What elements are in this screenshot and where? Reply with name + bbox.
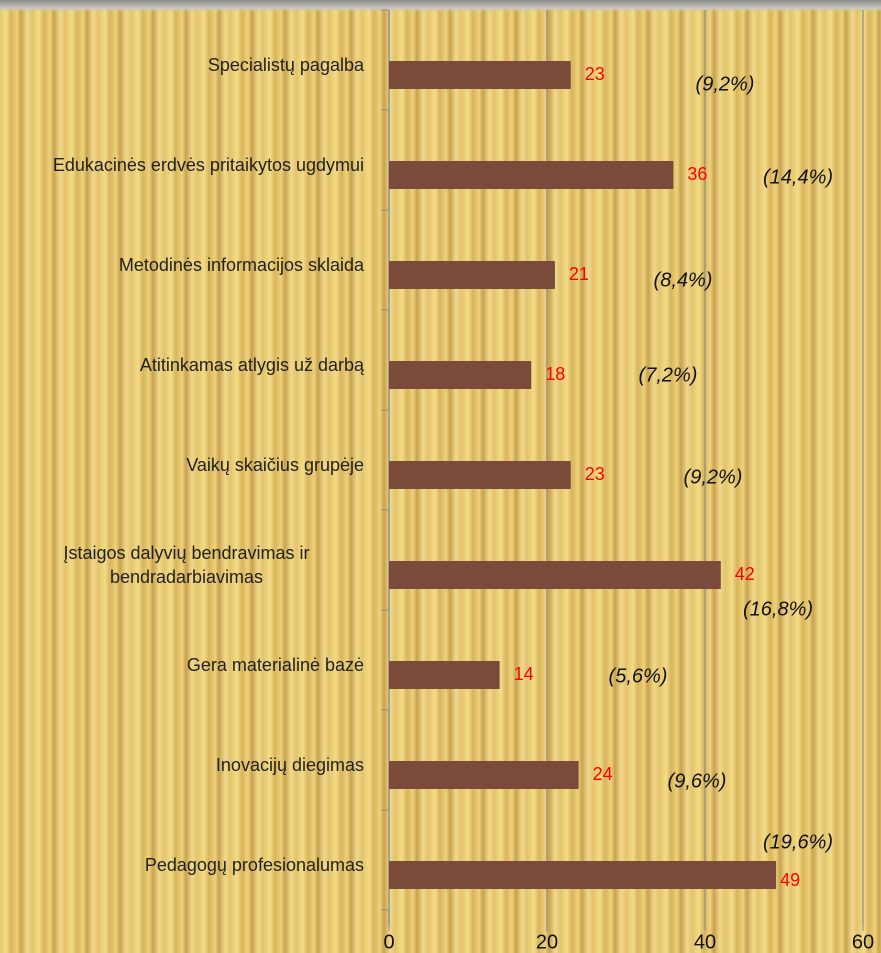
x-tick-label: 40 bbox=[694, 931, 716, 953]
percent-label: (14,4%) bbox=[763, 166, 833, 188]
percent-label: (8,4%) bbox=[654, 269, 713, 291]
bar bbox=[389, 361, 532, 389]
percent-label: (16,8%) bbox=[743, 598, 813, 620]
percent-label: (7,2%) bbox=[639, 364, 698, 386]
bar bbox=[389, 561, 721, 589]
value-label: 18 bbox=[545, 364, 565, 384]
value-label: 23 bbox=[585, 464, 605, 484]
percent-label: (9,2%) bbox=[696, 73, 755, 95]
x-tick-label: 0 bbox=[383, 931, 394, 953]
category-label: Atitinkamas atlygis už darbą bbox=[139, 355, 364, 375]
category-label: Edukacinės erdvės pritaikytos ugdymui bbox=[52, 155, 364, 175]
bar bbox=[389, 461, 571, 489]
value-label: 21 bbox=[569, 264, 589, 284]
category-label: Metodinės informacijos sklaida bbox=[118, 255, 364, 275]
value-label: 42 bbox=[735, 564, 755, 584]
bar bbox=[389, 261, 555, 289]
category-label: Gera materialinė bazė bbox=[186, 655, 364, 675]
value-label: 24 bbox=[593, 764, 613, 784]
value-label: 23 bbox=[585, 64, 605, 84]
category-label: Specialistų pagalba bbox=[207, 55, 364, 75]
category-label: Inovacijų diegimas bbox=[215, 755, 364, 775]
category-label: Įstaigos dalyvių bendravimas ir bendrada… bbox=[63, 543, 310, 587]
bar bbox=[389, 161, 674, 189]
value-label: 49 bbox=[780, 870, 800, 890]
percent-label: (5,6%) bbox=[609, 665, 668, 687]
x-tick-label: 60 bbox=[852, 931, 874, 953]
bar bbox=[389, 761, 579, 789]
percent-label: (19,6%) bbox=[763, 831, 833, 853]
x-tick-label: 20 bbox=[536, 931, 558, 953]
value-label: 36 bbox=[687, 164, 707, 184]
bar bbox=[389, 661, 500, 689]
category-label: Pedagogų profesionalumas bbox=[144, 855, 364, 875]
bar bbox=[389, 61, 571, 89]
category-label: Vaikų skaičius grupėje bbox=[186, 455, 364, 475]
percent-label: (9,6%) bbox=[668, 770, 727, 792]
bar bbox=[389, 861, 777, 889]
percent-label: (9,2%) bbox=[684, 466, 743, 488]
value-label: 14 bbox=[514, 664, 534, 684]
